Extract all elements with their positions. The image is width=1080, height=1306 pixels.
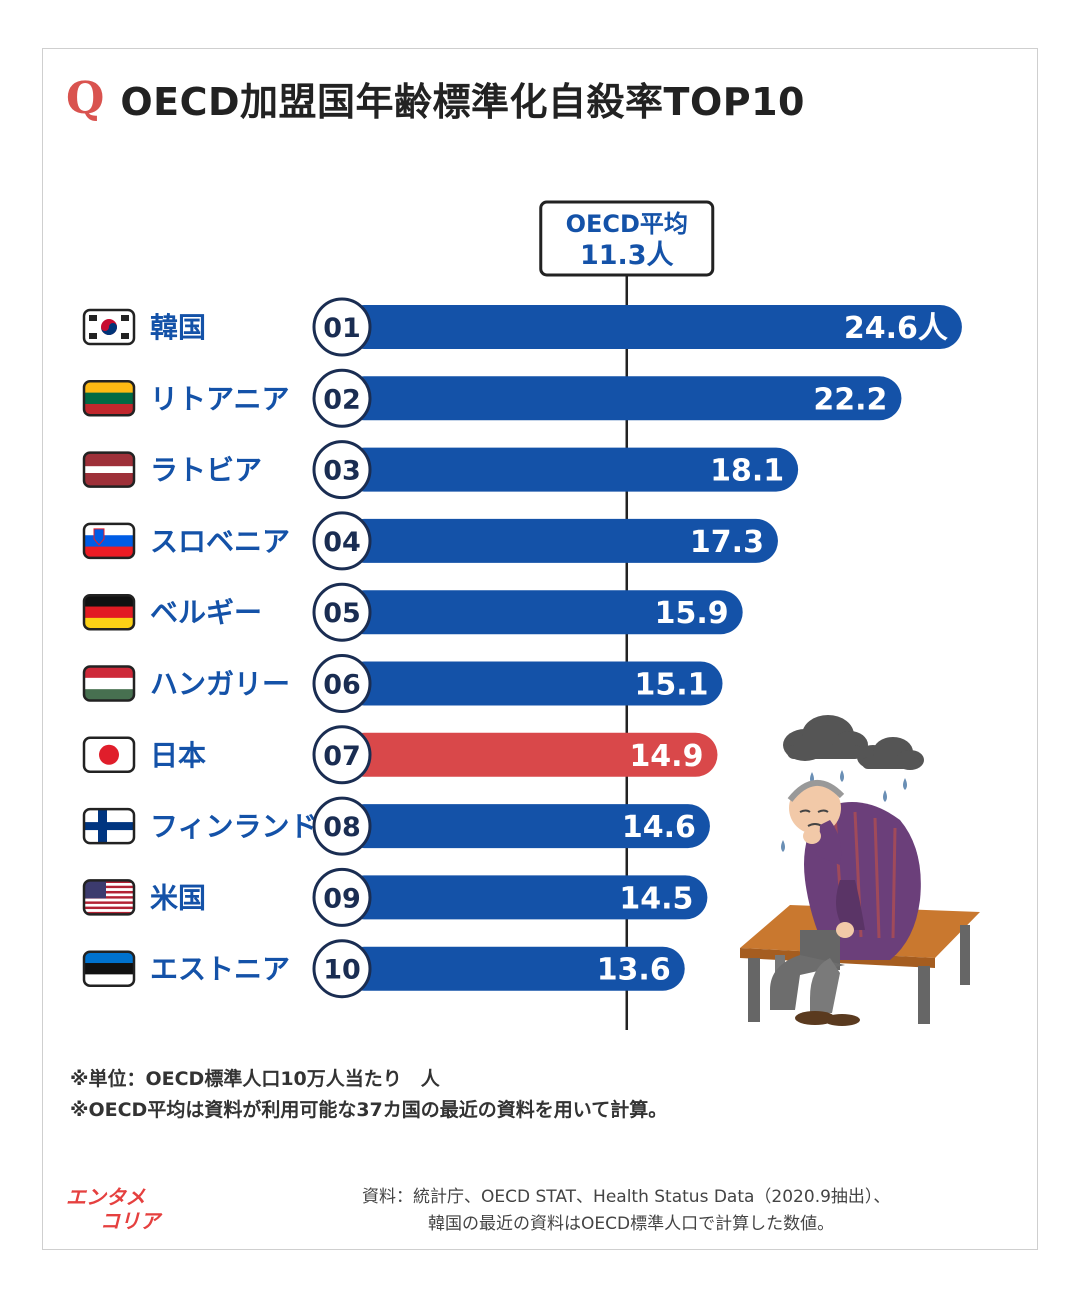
rank-label: 04 xyxy=(323,527,361,558)
latvia-flag xyxy=(82,451,136,488)
estonia-flag xyxy=(82,950,136,987)
belgium-flag xyxy=(82,593,136,631)
rank-label: 06 xyxy=(323,670,361,701)
bar xyxy=(342,875,708,920)
japan-flag xyxy=(82,736,136,774)
bar xyxy=(342,946,685,991)
bar xyxy=(342,590,743,635)
rain-cloud-icon xyxy=(781,715,924,860)
bar xyxy=(342,376,902,421)
rank-label: 09 xyxy=(323,883,361,914)
rank-label: 07 xyxy=(323,741,361,772)
footnote-average: ※OECD平均は資料が利用可能な37カ国の最近の資料を用いて計算。 xyxy=(70,1099,668,1121)
chart-row: リトアニア 02 22.2 xyxy=(82,368,902,428)
rank-badge xyxy=(312,867,372,927)
rank-badge xyxy=(312,582,372,642)
value-label: 15.1 xyxy=(634,668,708,703)
oecd-average-label: OECD平均 xyxy=(566,210,688,238)
value-label: 14.6 xyxy=(622,810,696,845)
rank-label: 02 xyxy=(323,384,361,415)
value-label: 18.1 xyxy=(710,454,784,489)
chart-row: 日本 07 14.9 xyxy=(82,725,718,785)
chart-row: 米国 09 14.5 xyxy=(82,867,708,927)
bar xyxy=(342,661,723,706)
chart-row: 韓国 01 24.6人 xyxy=(82,297,962,357)
oecd-average-box: OECD平均 11.3人 xyxy=(539,200,715,277)
rank-badge xyxy=(312,297,372,357)
source-line1: 資料：統計庁、OECD STAT、Health Status Data（2020… xyxy=(362,1187,891,1207)
logo-line2: コリア xyxy=(100,1209,163,1233)
oecd-average-frame xyxy=(539,200,715,277)
rank-badge xyxy=(312,796,372,856)
bar xyxy=(342,804,710,849)
bar xyxy=(342,732,718,777)
chart-row: スロベニア 04 17.3 xyxy=(82,511,778,571)
rank-label: 05 xyxy=(323,598,361,629)
rank-badge xyxy=(312,725,372,785)
country-label: フィンランド xyxy=(150,810,317,843)
rank-label: 10 xyxy=(323,955,361,986)
value-label: 22.2 xyxy=(813,382,887,417)
bar xyxy=(342,447,799,492)
chart-row: ハンガリー 06 15.1 xyxy=(82,654,723,713)
country-label: ベルギー xyxy=(150,596,262,629)
oecd-average-value: 11.3人 xyxy=(580,240,674,271)
country-label: 日本 xyxy=(150,739,206,772)
country-label: リトアニア xyxy=(150,382,289,415)
usa-flag xyxy=(82,879,136,916)
source-text: 資料：統計庁、OECD STAT、Health Status Data（2020… xyxy=(362,1184,1032,1238)
country-label: エストニア xyxy=(150,953,290,986)
value-label: 17.3 xyxy=(690,525,764,560)
q-mark: Q xyxy=(66,72,105,124)
value-label: 24.6人 xyxy=(844,311,948,346)
footnote-unit: ※単位：OECD標準人口10万人当たり 人 xyxy=(70,1068,440,1090)
hungary-flag xyxy=(82,665,136,702)
value-label: 14.5 xyxy=(619,881,693,916)
value-label: 13.6 xyxy=(597,953,671,988)
country-label: ラトビア xyxy=(150,454,262,487)
rank-label: 01 xyxy=(323,313,361,344)
rank-badge xyxy=(312,368,372,428)
rank-label: 08 xyxy=(323,812,361,843)
rank-badge xyxy=(312,654,372,713)
rank-label: 03 xyxy=(323,456,361,487)
country-label: 韓国 xyxy=(150,311,206,344)
entame-korea-logo: エンタメ コリア xyxy=(66,1185,163,1233)
south-korea-flag xyxy=(82,308,136,346)
chart-row: フィンランド 08 14.6 xyxy=(82,796,710,856)
rank-badge xyxy=(312,939,372,999)
man-figure xyxy=(770,779,921,1026)
value-label: 15.9 xyxy=(655,596,729,631)
country-label: スロベニア xyxy=(150,525,290,558)
logo-line1: エンタメ xyxy=(66,1185,146,1209)
rank-badge xyxy=(312,440,372,500)
rank-badge xyxy=(312,511,372,571)
country-label: ハンガリー xyxy=(150,668,290,701)
sad-man-on-bench-icon xyxy=(740,715,980,1026)
footnotes: ※単位：OECD標準人口10万人当たり 人 ※OECD平均は資料が利用可能な37… xyxy=(70,1064,667,1126)
source-line2: 韓国の最近の資料はOECD標準人口で計算した数値。 xyxy=(428,1214,835,1234)
finland-flag xyxy=(82,807,136,845)
lithuania-flag xyxy=(82,380,136,417)
country-label: 米国 xyxy=(150,881,206,914)
chart-title: Q OECD加盟国年齢標準化自殺率TOP10 xyxy=(66,70,805,126)
value-label: 14.9 xyxy=(629,739,703,774)
title-text: OECD加盟国年齢標準化自殺率TOP10 xyxy=(120,79,805,124)
chart-row: エストニア 10 13.6 xyxy=(82,939,685,999)
chart-row: ベルギー 05 15.9 xyxy=(82,582,743,642)
bar xyxy=(342,518,778,563)
bar xyxy=(342,305,962,349)
slovenia-flag xyxy=(82,522,136,560)
chart-row: ラトビア 03 18.1 xyxy=(82,440,799,500)
